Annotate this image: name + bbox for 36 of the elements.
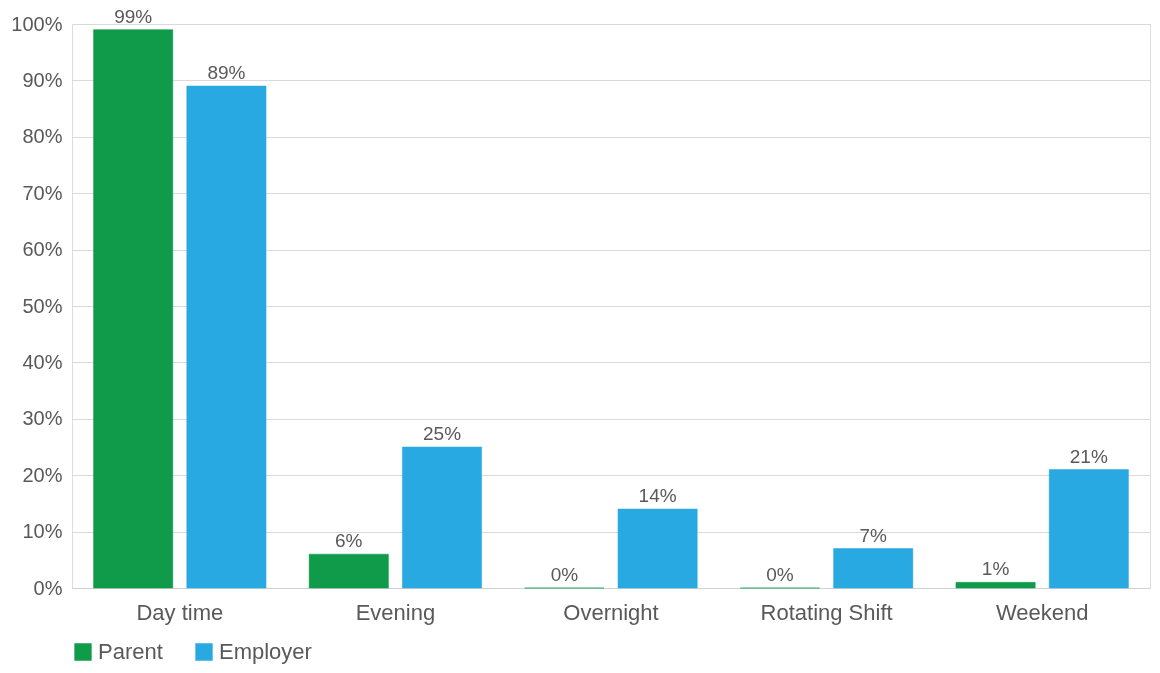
y-tick-label: 0% [33,576,63,599]
legend-label: Employer [219,639,312,664]
y-tick-label: 60% [22,238,63,261]
bar [93,29,174,589]
data-label: 21% [1069,445,1108,467]
data-label: 99% [114,5,153,27]
y-tick-label: 70% [22,181,63,204]
data-label: 1% [981,558,1010,580]
data-label: 0% [550,564,579,585]
y-tick-label: 10% [22,520,63,543]
x-tick-label: Day time [136,599,224,625]
y-tick-label: 50% [22,294,63,317]
legend-label: Parent [98,639,163,664]
y-tick-label: 20% [22,463,63,486]
bar [402,446,482,589]
data-label: 25% [423,423,462,444]
bar [833,548,914,589]
data-label: 14% [638,485,677,507]
x-tick-label: Evening [355,599,436,625]
bar [186,85,267,589]
bar [955,582,1036,589]
data-label: 0% [766,564,794,585]
y-tick-label: 40% [22,350,63,373]
x-tick-label: Rotating Shift [760,599,893,625]
bar [308,553,389,589]
x-tick-label: Weekend [995,599,1089,625]
x-tick-label: Overnight [563,599,659,625]
y-tick-label: 30% [22,407,63,430]
y-tick-label: 80% [22,125,63,148]
data-label: 6% [335,530,363,552]
bar [617,508,698,589]
data-label: 89% [207,62,246,84]
data-label: 7% [859,524,888,546]
bar [1048,469,1129,589]
y-tick-label: 90% [22,68,63,91]
y-tick-label: 100% [11,12,63,35]
